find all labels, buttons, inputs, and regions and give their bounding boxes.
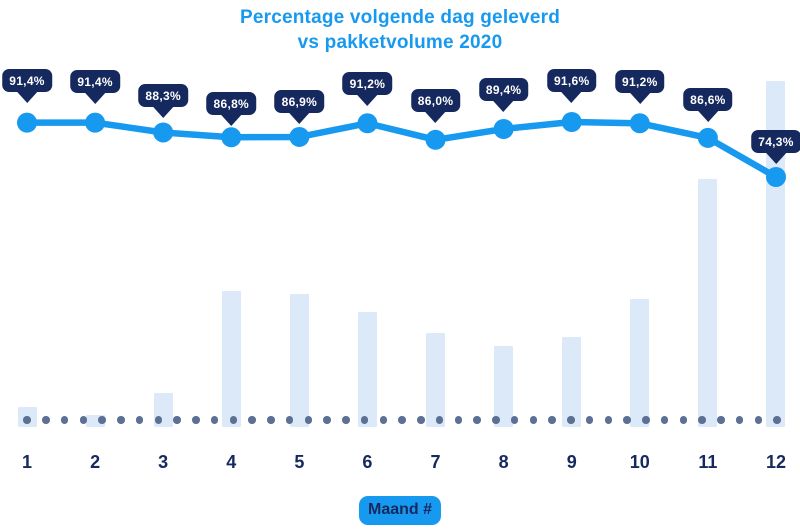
- baseline-dot: [585, 416, 594, 424]
- chart-title: Percentage volgende dag geleverd vs pakk…: [0, 5, 800, 55]
- line-point-month-10: [629, 113, 650, 134]
- x-axis-label-6: 6: [362, 452, 373, 472]
- baseline-dot: [698, 416, 706, 424]
- baseline-dot: [435, 416, 444, 424]
- line-point-month-3: [153, 122, 174, 143]
- baseline-dot: [717, 416, 725, 424]
- baseline-dot: [285, 416, 294, 424]
- value-badge-month-5: 86,9%: [274, 90, 325, 124]
- line-point-month-4: [221, 127, 242, 148]
- value-badge-month-11: 86,6%: [683, 88, 733, 122]
- baseline-dot: [42, 416, 50, 424]
- x-axis-label-2: 2: [90, 452, 101, 472]
- line-point-month-9: [561, 112, 582, 132]
- volume-bar-month-8: [494, 346, 514, 427]
- line-point-month-11: [697, 127, 718, 148]
- x-axis-label-10: 10: [629, 452, 650, 472]
- baseline-dot: [60, 416, 69, 424]
- value-badge-month-10: 91,2%: [615, 70, 665, 104]
- volume-bar-month-7: [426, 333, 446, 427]
- baseline-dot: [567, 416, 575, 424]
- line-point-month-5: [289, 126, 310, 147]
- x-axis-label-7: 7: [430, 452, 441, 472]
- volume-bar-month-9: [562, 337, 582, 427]
- baseline-dot: [248, 416, 256, 424]
- x-axis-label-5: 5: [294, 452, 305, 472]
- line-point-month-6: [357, 113, 378, 134]
- volume-bar-month-10: [630, 299, 650, 427]
- value-badge-month-2: 91,4%: [70, 70, 120, 104]
- baseline-dot: [529, 416, 537, 424]
- baseline-dot: [135, 416, 144, 424]
- baseline-dot: [773, 416, 781, 424]
- baseline-dot: [417, 416, 425, 424]
- x-axis-label-8: 8: [498, 452, 509, 472]
- baseline-dot: [173, 416, 181, 424]
- baseline-dot: [754, 416, 762, 424]
- value-badge-month-8: 89,4%: [478, 78, 529, 112]
- baseline-dot: [229, 416, 237, 424]
- volume-bar-month-12: [766, 81, 786, 427]
- baseline-dot: [304, 416, 312, 424]
- baseline-dot: [192, 416, 200, 424]
- value-badge-month-4: 86,8%: [206, 92, 257, 126]
- volume-bar-month-4: [221, 291, 241, 427]
- baseline-dot: [492, 416, 500, 424]
- x-axis-label-9: 9: [566, 452, 577, 472]
- baseline-dot: [210, 416, 219, 424]
- line-point-month-7: [425, 129, 446, 150]
- baseline-dot: [360, 416, 369, 424]
- x-axis-label-12: 12: [765, 452, 786, 472]
- baseline-dot: [154, 416, 162, 424]
- baseline-dot: [398, 416, 406, 424]
- line-point-month-1: [17, 112, 37, 133]
- line-point-month-2: [85, 112, 106, 133]
- chart-title-line2: vs pakketvolume 2020: [297, 32, 503, 53]
- x-axis-title-label: Maand #: [367, 501, 433, 518]
- baseline-dot: [604, 416, 612, 424]
- baseline-dot: [342, 416, 350, 424]
- x-axis-label-4: 4: [226, 452, 237, 472]
- line-path: [23, 118, 780, 181]
- baseline-dot: [323, 416, 331, 424]
- baseline-dot: [735, 416, 744, 424]
- x-axis-title-badge: Maand #: [358, 496, 442, 525]
- baseline-dot: [510, 416, 519, 424]
- baseline-dot: [98, 416, 106, 424]
- line-point-month-12: [765, 166, 786, 187]
- baseline-dot: [454, 416, 462, 424]
- baseline-dot: [623, 416, 631, 424]
- value-badge-month-6: 91,2%: [342, 72, 393, 106]
- volume-bar-month-6: [357, 312, 377, 427]
- line-point-month-8: [493, 118, 514, 139]
- x-axis-label-3: 3: [158, 452, 169, 472]
- baseline-dot: [379, 416, 387, 424]
- x-axis-label-11: 11: [698, 452, 718, 472]
- baseline-dot: [473, 416, 481, 424]
- value-badge-month-1: 91,4%: [2, 69, 52, 103]
- baseline-dot: [642, 416, 650, 424]
- value-badge-month-3: 88,3%: [138, 84, 188, 118]
- chart-title-line1: Percentage volgende dag geleverd: [239, 7, 560, 28]
- baseline-dot: [660, 416, 669, 424]
- baseline-dot: [679, 416, 687, 424]
- baseline-dot: [117, 416, 125, 424]
- baseline-dot: [548, 416, 556, 424]
- baseline-dot: [267, 416, 275, 424]
- value-badge-month-9: 91,6%: [546, 69, 597, 103]
- baseline-dot: [23, 416, 31, 424]
- value-badge-month-7: 86,0%: [410, 89, 461, 123]
- x-axis-label-1: 1: [21, 452, 33, 472]
- volume-bar-month-5: [289, 294, 309, 427]
- baseline-dot: [79, 416, 87, 424]
- value-badge-month-12: 74,3%: [751, 130, 800, 164]
- volume-bar-month-11: [698, 179, 718, 427]
